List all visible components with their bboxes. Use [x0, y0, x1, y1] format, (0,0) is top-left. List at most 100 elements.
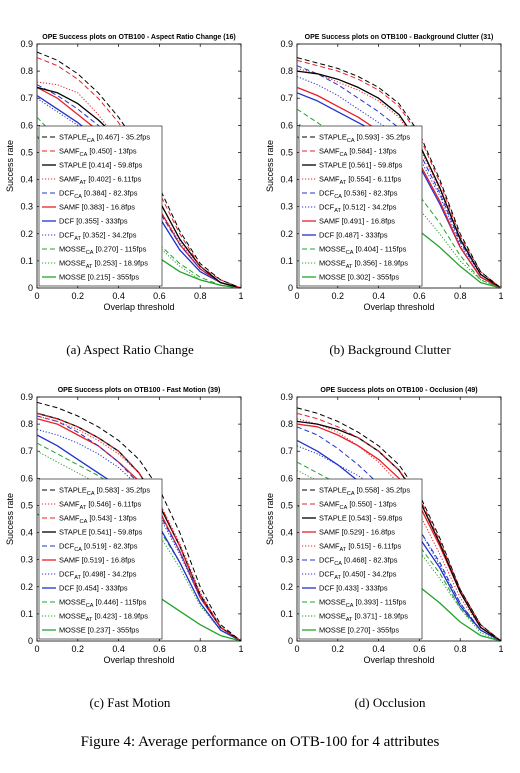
legend-entry: STAPLE [0.543] - 59.8fps — [319, 514, 403, 523]
legend-entry: SAMFAT [0.402] - 6.11fps — [59, 175, 141, 187]
legend-entry: SAMF [0.383] - 16.8fps — [59, 203, 135, 212]
y-tick-label: 0.3 — [280, 202, 293, 212]
y-tick-label: 0.9 — [20, 392, 33, 402]
x-axis-label: Overlap threshold — [363, 655, 434, 665]
plot-frame — [36, 43, 242, 289]
chart-title: OPE Success plots on OTB100 - Background… — [305, 34, 494, 41]
x-tick-label: 1 — [238, 291, 243, 301]
legend-box — [298, 478, 423, 640]
y-tick-label: 0.2 — [20, 229, 33, 239]
chart-title: OPE Success plots on OTB100 - Occlusion … — [320, 387, 477, 394]
y-tick-label: 0.4 — [280, 528, 293, 538]
y-axis-label: Success rate — [5, 493, 15, 545]
y-tick-label: 0.9 — [280, 39, 293, 49]
legend-entry: MOSSEAT [0.356] - 18.9fps — [319, 259, 408, 271]
x-tick-label: 0.4 — [112, 291, 125, 301]
chart-panel-occlusion: OPE Success plots on OTB100 - Occlusion … — [260, 383, 520, 723]
x-tick-label: 0.8 — [454, 291, 467, 301]
chart-panel-fast-motion: OPE Success plots on OTB100 - Fast Motio… — [0, 383, 260, 723]
legend-entry: SAMFAT [0.546] - 6.11fps — [59, 500, 141, 512]
x-axis-label: Overlap threshold — [103, 655, 174, 665]
legend-entry: STAPLE [0.561] - 59.8fps — [319, 161, 403, 170]
subfigure-caption: (c) Fast Motion — [89, 695, 171, 710]
x-tick-label: 0.8 — [194, 644, 207, 654]
y-tick-label: 0.7 — [280, 93, 293, 103]
y-tick-label: 0.3 — [280, 555, 293, 565]
legend-entry: STAPLECA [0.593] - 35.2fps — [319, 133, 410, 145]
x-tick-label: 0 — [294, 644, 299, 654]
y-tick-label: 0.6 — [280, 120, 293, 130]
y-tick-label: 0.2 — [20, 582, 33, 592]
legend-entry: DCFAT [0.498] - 34.2fps — [59, 570, 137, 582]
legend-entry: SAMF [0.529] - 16.8fps — [319, 528, 395, 537]
plot-frame — [296, 396, 502, 642]
x-tick-label: 0.4 — [372, 291, 385, 301]
legend-entry: SAMFCA [0.543] - 13fps — [59, 514, 137, 526]
y-tick-label: 0.9 — [280, 392, 293, 402]
y-tick-label: 0.9 — [20, 39, 33, 49]
y-tick-label: 0.8 — [280, 419, 293, 429]
legend-entry: STAPLE [0.541] - 59.8fps — [59, 528, 143, 537]
y-tick-label: 0.3 — [20, 202, 33, 212]
figure-caption: Figure 4: Average performance on OTB-100… — [80, 734, 440, 750]
legend-entry: STAPLECA [0.583] - 35.2fps — [59, 486, 150, 498]
legend-entry: MOSSECA [0.270] - 115fps — [59, 245, 147, 257]
x-tick-label: 0 — [34, 644, 39, 654]
y-tick-label: 0 — [288, 283, 293, 293]
legend-entry: DCFAT [0.352] - 34.2fps — [59, 231, 137, 243]
legend-entry: SAMFCA [0.450] - 13fps — [59, 147, 137, 159]
x-axis-label: Overlap threshold — [363, 302, 434, 312]
legend-entry: DCF [0.433] - 333fps — [319, 584, 388, 593]
y-tick-label: 0 — [28, 636, 33, 646]
series-line-samf-ca — [37, 412, 241, 641]
legend-entry: MOSSE [0.237] - 355fps — [59, 626, 139, 635]
series-line-samf-ca — [297, 59, 501, 288]
legend-entry: DCFAT [0.450] - 34.2fps — [319, 570, 397, 582]
y-tick-label: 0.5 — [20, 500, 33, 510]
series-line-staple — [297, 420, 501, 641]
subfigure-caption: (b) Background Clutter — [329, 342, 451, 357]
legend-entry: MOSSE [0.270] - 355fps — [319, 626, 399, 635]
y-axis-label: Success rate — [265, 140, 275, 192]
y-tick-label: 0.1 — [20, 256, 33, 266]
x-tick-label: 0.8 — [454, 644, 467, 654]
legend-box — [38, 125, 163, 287]
y-tick-label: 0.3 — [20, 555, 33, 565]
series-line-staple-ca — [37, 401, 241, 641]
series-line-staple — [297, 70, 501, 288]
y-tick-label: 0.6 — [280, 473, 293, 483]
legend-entry: DCFCA [0.384] - 82.3fps — [59, 189, 138, 201]
x-tick-label: 1 — [238, 644, 243, 654]
series-line-mosse-ca — [297, 461, 501, 641]
x-tick-label: 0.2 — [332, 291, 345, 301]
subfigure-caption: (d) Occlusion — [354, 695, 426, 710]
x-tick-label: 1 — [498, 644, 503, 654]
x-tick-label: 0.4 — [372, 644, 385, 654]
legend-entry: DCFCA [0.519] - 82.3fps — [59, 542, 138, 554]
legend-entry: MOSSE [0.302] - 355fps — [319, 273, 399, 282]
legend-entry: MOSSE [0.215] - 355fps — [59, 273, 139, 282]
y-tick-label: 0.1 — [20, 609, 33, 619]
y-tick-label: 0.5 — [280, 147, 293, 157]
y-tick-label: 0.6 — [20, 120, 33, 130]
x-tick-label: 0.2 — [72, 644, 85, 654]
legend-entry: STAPLECA [0.467] - 35.2fps — [59, 133, 150, 145]
success-plot-background-clutter: OPE Success plots on OTB100 - Background… — [265, 34, 504, 312]
y-tick-label: 0.7 — [280, 446, 293, 456]
x-tick-label: 0 — [294, 291, 299, 301]
y-tick-label: 0.2 — [280, 229, 293, 239]
legend-entry: STAPLE [0.414] - 59.8fps — [59, 161, 143, 170]
legend-entry: SAMF [0.519] - 16.8fps — [59, 556, 135, 565]
y-tick-label: 0 — [28, 283, 33, 293]
y-tick-label: 0.1 — [280, 256, 293, 266]
x-tick-label: 0.4 — [112, 644, 125, 654]
y-tick-label: 0.5 — [20, 147, 33, 157]
legend-box — [298, 125, 423, 287]
legend-entry: MOSSECA [0.404] - 115fps — [319, 245, 407, 257]
plot-frame — [36, 396, 242, 642]
legend-entry: MOSSEAT [0.253] - 18.9fps — [59, 259, 148, 271]
y-tick-label: 0.2 — [280, 582, 293, 592]
legend-entry: DCF [0.487] - 333fps — [319, 231, 388, 240]
x-tick-label: 0.6 — [153, 291, 166, 301]
y-tick-label: 0.4 — [20, 175, 33, 185]
